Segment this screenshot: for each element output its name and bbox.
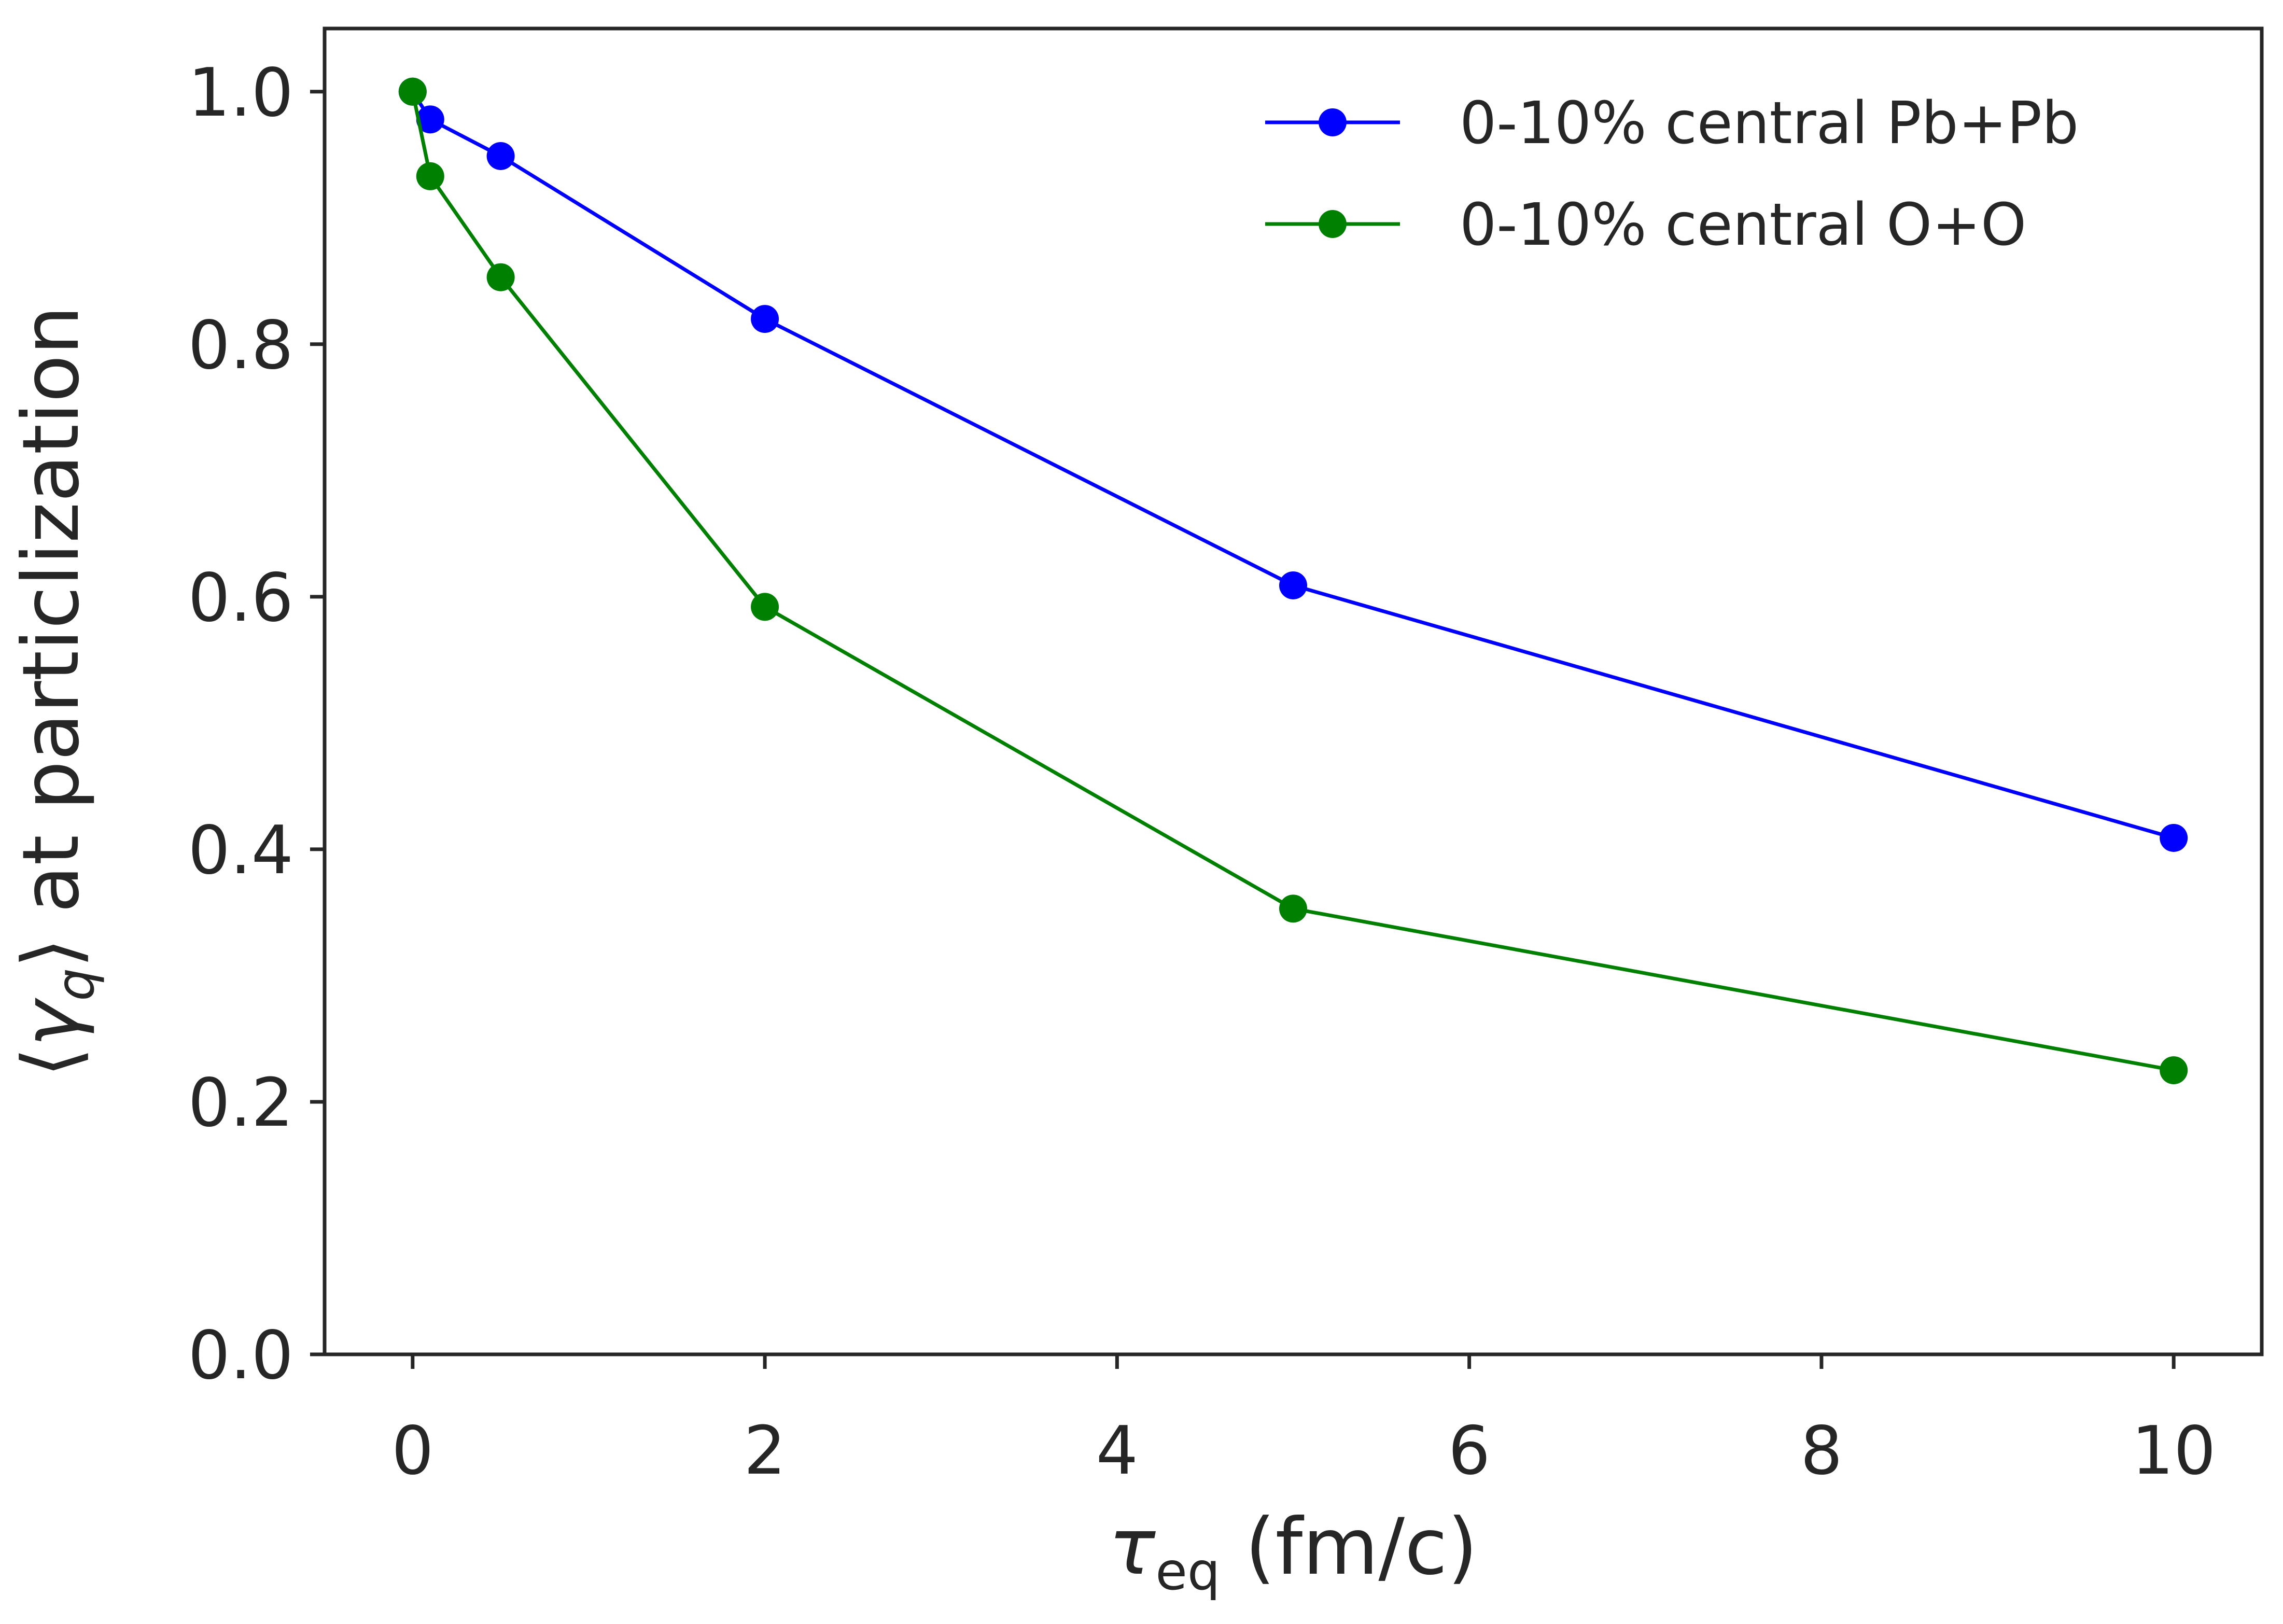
legend-label-pbpb: 0-10% central Pb+Pb <box>1460 90 2079 157</box>
x-tick-label: 4 <box>1096 1412 1138 1490</box>
x-axis-label-units: (fm/c) <box>1220 1502 1478 1592</box>
data-point <box>398 77 427 106</box>
y-tick-label: 0.2 <box>188 1065 293 1142</box>
data-point <box>751 305 779 333</box>
y-axis-label-symbol: γ <box>6 997 96 1047</box>
y-tick-label: 1.0 <box>188 54 293 132</box>
y-tick-label: 0.0 <box>188 1317 293 1394</box>
x-tick-label: 8 <box>1800 1412 1842 1490</box>
data-point <box>2160 823 2188 852</box>
data-point <box>2160 1056 2188 1085</box>
series-line-1 <box>411 91 2174 1072</box>
x-tick-label: 10 <box>2132 1412 2216 1490</box>
series-layer <box>398 77 2188 1085</box>
y-axis-label-text: at particlization <box>6 305 96 937</box>
data-point <box>416 162 444 190</box>
y-tick-label: 0.4 <box>188 812 293 889</box>
y-axis-label-subscript: q <box>45 968 106 1001</box>
plot-frame <box>323 26 2264 1356</box>
data-point <box>416 105 444 134</box>
x-axis-label: τeq (fm/c) <box>1109 1502 1478 1602</box>
x-axis-ticks: 0 2 4 6 8 10 <box>391 1354 2216 1490</box>
y-axis-label-close-bracket: ⟩ <box>6 937 96 968</box>
x-tick-label: 2 <box>744 1412 786 1490</box>
y-tick-label: 0.8 <box>188 307 293 384</box>
x-tick-label: 0 <box>391 1412 433 1490</box>
x-axis-label-symbol: τ <box>1109 1502 1156 1592</box>
legend-entry-oo: 0-10% central O+O <box>1265 191 2026 259</box>
data-point <box>751 593 779 621</box>
data-point <box>486 263 515 291</box>
y-axis-ticks: 0.0 0.2 0.4 0.6 0.8 1.0 <box>188 54 325 1394</box>
legend-entry-pbpb: 0-10% central Pb+Pb <box>1265 90 2079 157</box>
legend-marker-pbpb <box>1319 108 1347 136</box>
data-point <box>486 142 515 170</box>
legend-label-oo: 0-10% central O+O <box>1460 191 2026 259</box>
data-point <box>1279 894 1307 923</box>
data-point <box>1279 571 1307 599</box>
x-axis-label-subscript: eq <box>1155 1541 1220 1602</box>
legend-marker-oo <box>1319 210 1347 238</box>
legend: 0-10% central Pb+Pb 0-10% central O+O <box>1265 90 2079 259</box>
y-axis-label-open-bracket: ⟨ <box>6 1047 96 1077</box>
y-tick-label: 0.6 <box>188 559 293 637</box>
y-axis-label: ⟨γq⟩ at particlization <box>6 305 106 1077</box>
x-tick-label: 6 <box>1448 1412 1490 1490</box>
